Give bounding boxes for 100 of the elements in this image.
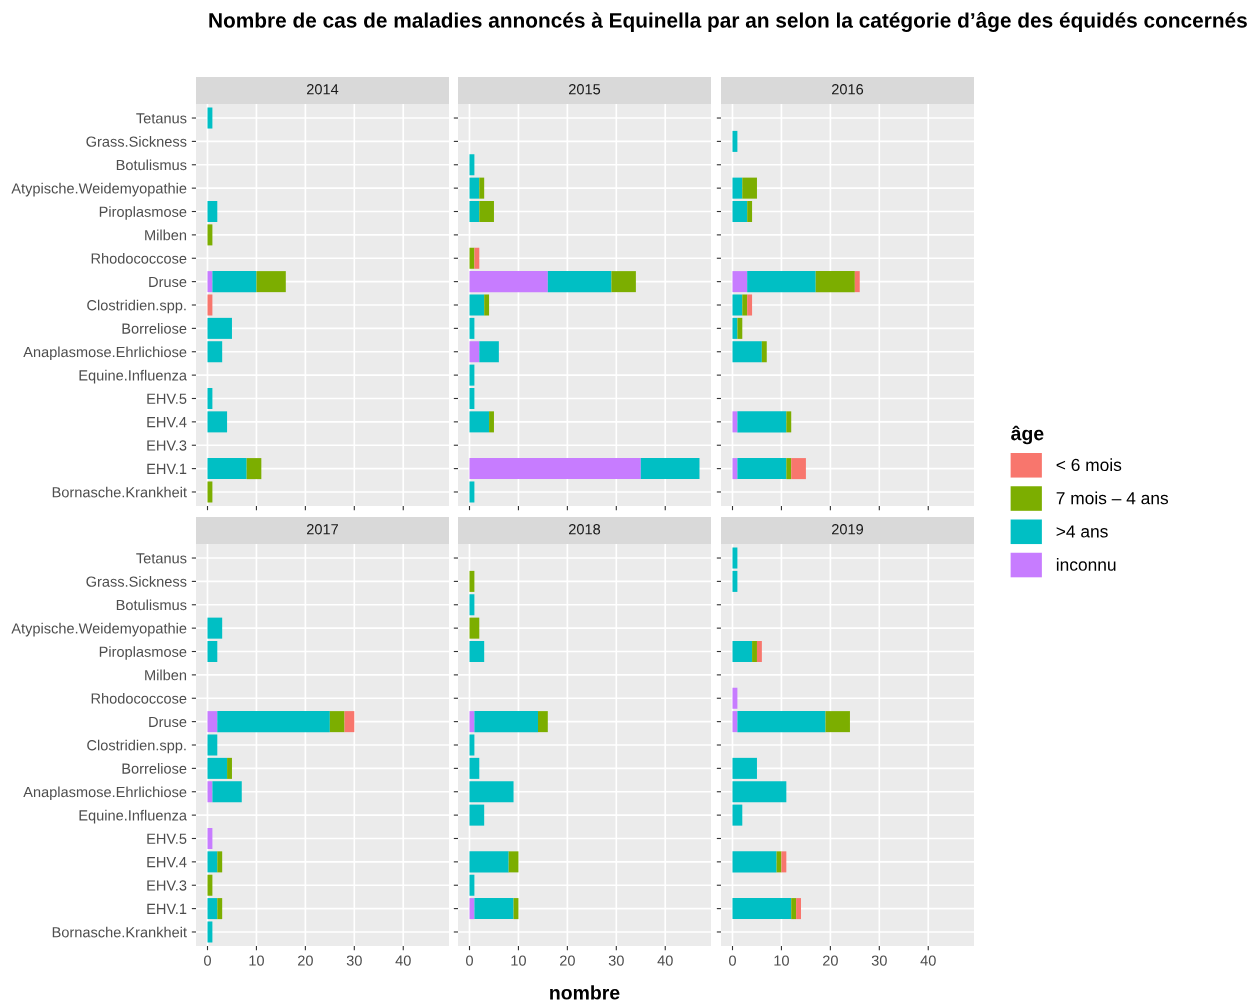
- y-tick-label: Milben: [145, 669, 187, 681]
- bar: [227, 757, 232, 779]
- y-tick-label: EHV.3: [147, 880, 187, 891]
- bar: [469, 804, 485, 826]
- bar: [742, 294, 748, 316]
- bar: [786, 458, 792, 480]
- bar: [742, 177, 757, 199]
- bar: [474, 898, 514, 920]
- bar: [747, 294, 753, 316]
- bar: [732, 177, 743, 199]
- bar: [508, 851, 519, 873]
- legend-label: inconnu: [1056, 558, 1116, 571]
- bar: [747, 200, 753, 223]
- bar: [207, 757, 228, 779]
- bar: [815, 271, 855, 293]
- y-tick-label: Borreliose: [122, 323, 187, 334]
- x-axis-title: nombre: [550, 985, 620, 1000]
- bar: [732, 200, 748, 223]
- x-tick-label: 40: [920, 955, 936, 966]
- bar: [329, 711, 345, 733]
- chart-title: 2016: [832, 84, 864, 95]
- bar: [212, 781, 242, 803]
- bar: [538, 711, 548, 733]
- y-tick-label: EHV.5: [147, 393, 187, 404]
- y-tick-label: EHV.4: [147, 857, 187, 868]
- y-tick-label: Tetanus: [136, 113, 187, 124]
- x-tick-label: 10: [249, 955, 264, 966]
- y-tick-label: EHV.1: [147, 903, 187, 914]
- bar: [479, 200, 494, 223]
- bar: [207, 341, 223, 363]
- chart-title: 2019: [832, 524, 864, 535]
- bar: [640, 458, 700, 480]
- x-tick-label: 10: [511, 955, 526, 966]
- bar: [791, 458, 806, 480]
- bar: [479, 177, 485, 199]
- bar: [207, 200, 218, 223]
- bar: [732, 851, 777, 873]
- bar: [756, 640, 762, 663]
- bar: [737, 317, 743, 339]
- bar: [207, 734, 218, 756]
- bar: [781, 851, 787, 873]
- bar: [547, 271, 612, 293]
- legend-label: 7 mois – 4 ans: [1056, 491, 1169, 505]
- bar: [737, 411, 787, 433]
- bar: [791, 898, 797, 920]
- bar: [469, 757, 480, 779]
- chart-title: 2014: [307, 84, 339, 95]
- bar: [732, 804, 743, 826]
- x-tick-label: 0: [466, 955, 473, 966]
- y-tick-label: EHV.1: [147, 463, 187, 474]
- bar: [207, 640, 218, 663]
- bar: [207, 898, 218, 920]
- x-tick-label: 0: [729, 955, 736, 966]
- y-tick-label: EHV.4: [147, 417, 187, 428]
- y-tick-label: Grass.Sickness: [86, 576, 187, 587]
- bar: [469, 177, 480, 199]
- bar: [469, 271, 548, 293]
- bar: [207, 851, 218, 873]
- y-tick-label: Rhodococcose: [91, 252, 187, 264]
- bar: [212, 271, 257, 293]
- bar: [469, 640, 485, 663]
- bar: [732, 341, 762, 363]
- y-tick-label: Tetanus: [136, 553, 187, 564]
- bar: [611, 271, 636, 293]
- y-tick-label: Equine.Influenza: [79, 809, 187, 824]
- bar: [474, 711, 539, 733]
- legend-title: âge: [1011, 425, 1044, 445]
- bar: [737, 458, 787, 480]
- bar: [217, 898, 223, 920]
- y-tick-label: Milben: [145, 229, 187, 241]
- bar: [732, 757, 757, 779]
- bar: [469, 851, 509, 873]
- text: Nombre de cas de maladies annoncés à Equinella par an selon la catégorie d’âge des équidés concernés: [209, 12, 1247, 32]
- bar: [469, 617, 480, 639]
- bar: [469, 341, 480, 363]
- x-tick-label: 20: [823, 955, 838, 966]
- x-tick-label: 20: [560, 955, 575, 966]
- bar: [752, 640, 757, 663]
- bar: [732, 898, 792, 920]
- bar: [786, 411, 792, 433]
- x-tick-label: 30: [608, 955, 624, 966]
- y-tick-label: EHV.3: [147, 440, 187, 451]
- y-tick-label: Rhodococcose: [91, 692, 187, 704]
- x-tick-label: 20: [298, 955, 313, 966]
- bar: [825, 711, 850, 733]
- bar: [732, 294, 743, 316]
- bar: [489, 411, 494, 433]
- y-tick-label: Piroplasmose: [99, 646, 187, 660]
- bar: [474, 247, 480, 269]
- bar: [796, 898, 802, 920]
- x-tick-label: 30: [346, 955, 362, 966]
- y-tick-label: Atypische.Weidemyopathie: [11, 622, 187, 637]
- bar: [207, 711, 218, 733]
- y-tick-label: Equine.Influenza: [79, 369, 187, 384]
- y-tick-label: Botulismus: [116, 599, 187, 611]
- bar: [484, 294, 490, 316]
- bar: [479, 341, 499, 363]
- chart-title: 2018: [569, 524, 601, 535]
- y-tick-label: Druse: [149, 716, 187, 728]
- bar: [217, 851, 223, 873]
